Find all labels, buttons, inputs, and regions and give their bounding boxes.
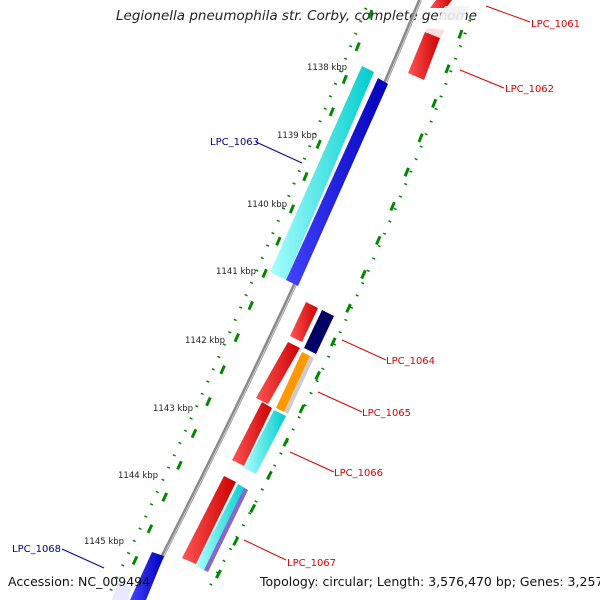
leader-line-lpc-1068 [61, 548, 105, 569]
gene-lpc-1068[interactable] [130, 552, 164, 600]
leader-line-lpc-1061 [485, 5, 531, 23]
leader-line-lpc-1062 [459, 69, 505, 89]
leader-line-lpc-1066 [289, 451, 335, 473]
gene-lpc-1066[interactable] [232, 402, 272, 466]
tick-label: 1145 kbp [84, 537, 124, 547]
gene-label-lpc-1066: LPC_1066 [334, 468, 383, 479]
gene-lpc-1065-cog[interactable] [276, 352, 310, 412]
leader-line-lpc-1064 [341, 339, 387, 361]
gene-lpc-1065[interactable] [256, 342, 300, 404]
gene-lpc-1067[interactable] [182, 476, 236, 564]
accession-text: Accession: NC_009494 [8, 574, 151, 589]
gene-lpc-1066-cog[interactable] [244, 410, 286, 474]
backbone [138, 0, 422, 600]
tick-label: 1144 kbp [118, 471, 158, 481]
gene-label-lpc-1064: LPC_1064 [386, 356, 435, 367]
gene-label-lpc-1067: LPC_1067 [287, 558, 336, 569]
gene-lpc-1063-cog[interactable] [270, 66, 374, 280]
gene-lpc-1062[interactable] [408, 32, 440, 80]
gene-label-lpc-1065: LPC_1065 [362, 408, 411, 419]
gene-lpc-1064[interactable] [290, 302, 318, 342]
gene-lpc-1067-cog[interactable] [196, 484, 248, 572]
gc-track-right-dash [208, 29, 464, 591]
map-title: Legionella pneumophila str. Corby, compl… [116, 8, 477, 24]
leader-line-lpc-1063 [255, 141, 303, 164]
gene-lpc-1064-cog[interactable] [304, 310, 334, 354]
genome-summary-text: Topology: circular; Length: 3,576,470 bp… [260, 574, 600, 589]
gene-lpc-1063[interactable] [286, 78, 388, 286]
gc-track-mid [118, 9, 374, 593]
leader-line-lpc-1067 [243, 539, 287, 561]
gene-label-lpc-1068: LPC_1068 [12, 544, 61, 555]
leader-line-lpc-1065 [317, 391, 363, 413]
tick-label: 1139 kbp [277, 131, 317, 141]
tick-label: 1140 kbp [247, 200, 287, 210]
gene-label-lpc-1063: LPC_1063 [210, 137, 259, 148]
tick-label: 1143 kbp [153, 404, 193, 414]
gene-label-lpc-1062: LPC_1062 [505, 84, 554, 95]
gene-label-lpc-1061: LPC_1061 [531, 19, 580, 30]
tick-label: 1138 kbp [307, 63, 347, 73]
tick-label: 1142 kbp [185, 336, 225, 346]
tick-label: 1141 kbp [216, 267, 256, 277]
gc-track-right [203, 19, 472, 596]
